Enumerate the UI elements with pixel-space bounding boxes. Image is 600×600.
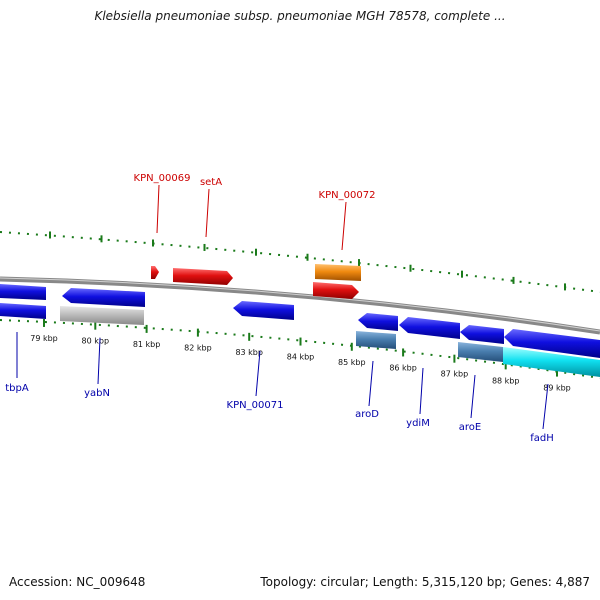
gene-label-kpn-00069[interactable]: KPN_00069 — [134, 173, 191, 184]
gene-block-tbpa-inner[interactable] — [0, 303, 46, 319]
genome-backbone-highlight — [0, 277, 600, 332]
gene-arrow-arod[interactable] — [358, 313, 398, 331]
scale-label: 84 kbp — [287, 353, 315, 362]
bottom-gene-labels: tbpA yabN KPN_00071 aroD ydiM aroE fadH — [5, 332, 554, 444]
gene-arrow-kpn-00069[interactable] — [151, 266, 159, 279]
gene-arrow-yabn[interactable] — [62, 288, 145, 307]
top-gene-labels: KPN_00069 setA KPN_00072 — [134, 173, 376, 251]
scale-label: 87 kbp — [441, 370, 469, 379]
genome-summary-text: Topology: circular; Length: 5,315,120 bp… — [260, 575, 590, 589]
gene-label-kpn-00072[interactable]: KPN_00072 — [319, 190, 376, 201]
gene-label-fadh[interactable]: fadH — [530, 433, 554, 444]
scale-labels: 79 kbp 80 kbp 81 kbp 82 kbp 83 kbp 84 kbp 85 k… — [30, 334, 571, 393]
gene-block-aroe-steel[interactable] — [458, 342, 503, 362]
scale-label: 79 kbp — [30, 334, 58, 343]
map-title: Klebsiella pneumoniae subsp. pneumoniae … — [94, 9, 506, 23]
scale-label: 85 kbp — [338, 358, 366, 367]
scale-label: 82 kbp — [184, 344, 212, 353]
gene-block-arod-steel[interactable] — [356, 331, 396, 349]
gene-label-kpn-00071[interactable]: KPN_00071 — [227, 400, 284, 411]
gene-label-yabn[interactable]: yabN — [84, 388, 110, 399]
scale-label: 80 kbp — [82, 337, 110, 346]
genome-backbone — [0, 276, 600, 335]
upper-major-ticks — [49, 231, 566, 291]
scale-label: 83 kbp — [235, 348, 263, 357]
gene-arrow-fadh[interactable] — [504, 329, 600, 358]
gene-arrow-kpn-00072-orange[interactable] — [315, 264, 361, 281]
gene-label-aroe[interactable]: aroE — [459, 422, 481, 433]
scale-label: 86 kbp — [389, 363, 417, 372]
gene-arrow-aroe[interactable] — [460, 325, 504, 344]
gene-label-seta[interactable]: setA — [200, 177, 222, 188]
gene-arrow-tbpa-outer[interactable] — [0, 284, 46, 300]
scale-label: 89 kbp — [543, 384, 571, 393]
gene-label-arod[interactable]: aroD — [355, 409, 379, 420]
gene-arrow-ydim[interactable] — [399, 317, 460, 339]
gene-arrow-kpn-00072[interactable] — [313, 282, 359, 299]
gene-arrow-seta[interactable] — [173, 268, 233, 285]
gene-arrow-kpn-00071[interactable] — [233, 301, 294, 320]
gene-block-yabn-gray[interactable] — [60, 306, 144, 325]
accession-text: Accession: NC_009648 — [9, 575, 146, 589]
scale-label: 88 kbp — [492, 376, 520, 385]
gene-label-tbpa[interactable]: tbpA — [5, 383, 29, 394]
gene-label-ydim[interactable]: ydiM — [406, 418, 430, 429]
scale-label: 81 kbp — [133, 340, 161, 349]
gene-block-fadh-cyan[interactable] — [503, 347, 600, 377]
